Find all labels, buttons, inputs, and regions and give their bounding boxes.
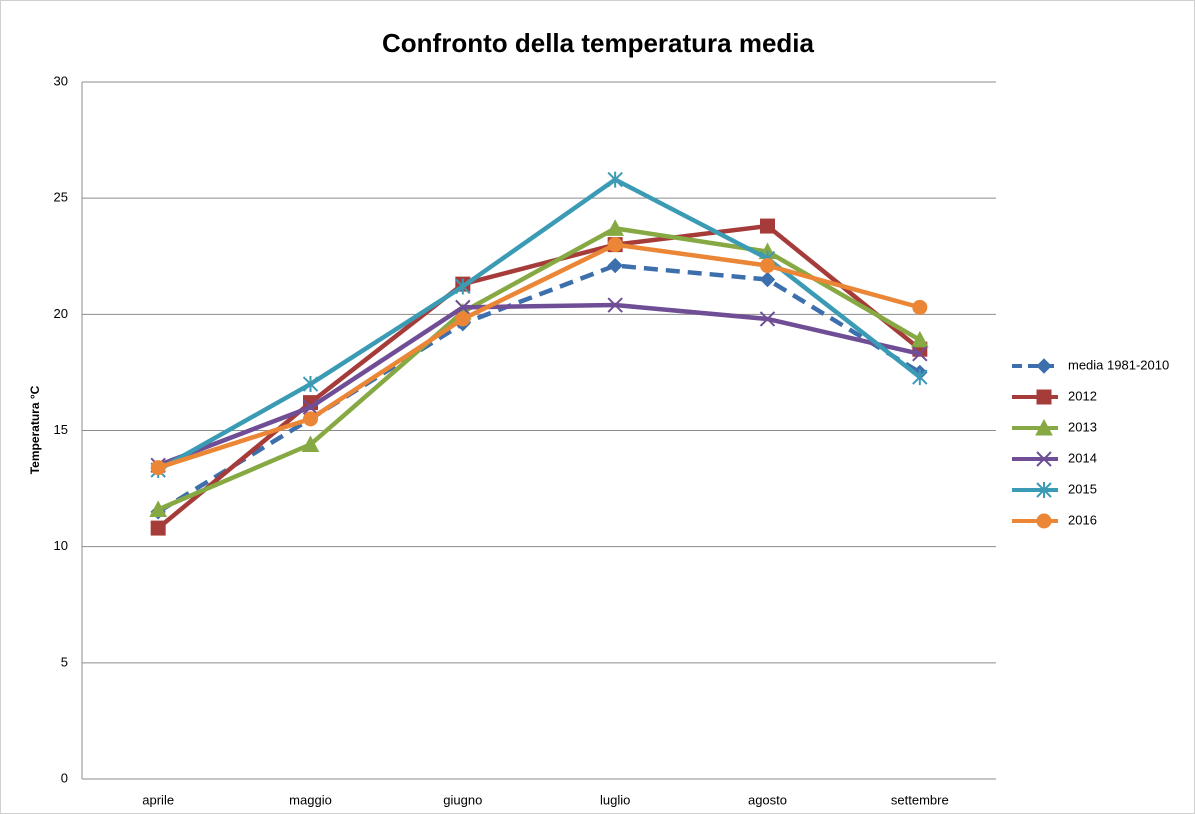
line	[157, 302, 921, 468]
marker	[303, 411, 318, 427]
marker	[910, 330, 929, 348]
marker	[150, 520, 166, 536]
y-tick-label: 5	[61, 654, 68, 669]
x-tick-label: maggio	[289, 792, 332, 807]
legend-label: 2014	[1068, 450, 1097, 465]
marker	[759, 271, 776, 288]
marker	[455, 278, 471, 295]
y-tick-label: 15	[54, 422, 68, 437]
marker	[455, 311, 471, 327]
x-tick-label: giugno	[443, 792, 482, 807]
line	[157, 177, 922, 472]
y-tick-label: 30	[54, 73, 68, 88]
x-tick-label: agosto	[748, 792, 787, 807]
y-tick-label: 25	[54, 190, 68, 205]
marker	[1036, 358, 1052, 374]
x-tick-label: luglio	[600, 792, 630, 807]
legend-label: 2013	[1068, 419, 1097, 434]
marker	[607, 257, 623, 274]
marker	[302, 399, 319, 415]
y-tick-label: 10	[54, 538, 68, 553]
marker	[760, 258, 775, 274]
marker	[302, 376, 319, 393]
legend-label: 2012	[1068, 388, 1097, 403]
marker	[606, 219, 625, 236]
y-axis-label: Temperatura °C	[28, 385, 42, 474]
line	[157, 226, 921, 512]
legend-label: 2015	[1068, 481, 1097, 496]
marker	[455, 299, 471, 316]
marker	[607, 237, 623, 253]
marker	[301, 435, 320, 452]
marker	[912, 369, 928, 386]
line	[156, 223, 922, 530]
marker	[150, 460, 166, 476]
x-tick-label: aprile	[142, 792, 174, 807]
line	[157, 242, 921, 470]
marker	[1036, 389, 1052, 405]
marker	[759, 311, 776, 327]
marker	[149, 500, 168, 517]
marker	[760, 218, 775, 234]
marker	[1036, 482, 1052, 498]
x-tick-label: settembre	[891, 792, 949, 807]
marker	[1035, 418, 1053, 436]
marker	[607, 171, 623, 188]
legend-label: 2016	[1068, 512, 1097, 527]
y-tick-label: 0	[61, 770, 68, 785]
legend-label: media 1981-2010	[1068, 357, 1169, 372]
chart-title: Confronto della temperatura media	[382, 28, 814, 58]
marker	[912, 299, 928, 315]
marker	[1036, 451, 1052, 467]
marker	[912, 346, 928, 362]
marker	[607, 297, 623, 313]
series	[150, 237, 928, 476]
marker	[1036, 513, 1052, 529]
y-tick-label: 20	[54, 306, 68, 321]
